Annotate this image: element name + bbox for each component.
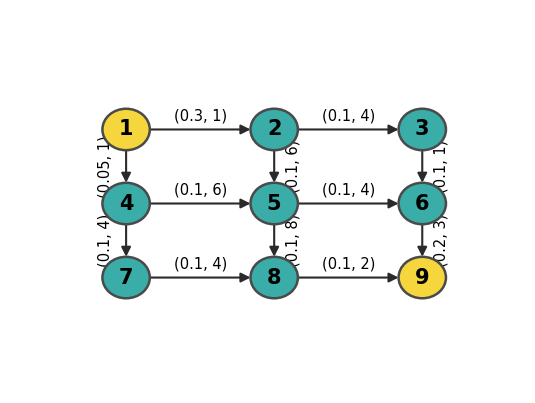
Text: 6: 6 bbox=[415, 193, 430, 214]
Text: (0.2, 3): (0.2, 3) bbox=[433, 214, 448, 267]
Text: (0.1, 4): (0.1, 4) bbox=[98, 214, 113, 267]
Text: (0.1, 6): (0.1, 6) bbox=[173, 183, 227, 198]
Text: (0.1, 8): (0.1, 8) bbox=[285, 214, 300, 267]
Ellipse shape bbox=[102, 257, 150, 298]
Ellipse shape bbox=[102, 183, 150, 224]
Text: (0.1, 6): (0.1, 6) bbox=[285, 140, 300, 193]
Text: 8: 8 bbox=[267, 268, 281, 288]
Ellipse shape bbox=[399, 109, 446, 150]
Ellipse shape bbox=[250, 183, 298, 224]
Text: 3: 3 bbox=[415, 119, 430, 139]
Text: 5: 5 bbox=[267, 193, 281, 214]
Text: 4: 4 bbox=[119, 193, 133, 214]
Ellipse shape bbox=[250, 109, 298, 150]
Text: (0.1, 1): (0.1, 1) bbox=[433, 140, 448, 193]
Text: 7: 7 bbox=[119, 268, 133, 288]
Text: (0.1, 2): (0.1, 2) bbox=[322, 257, 375, 272]
Text: 2: 2 bbox=[267, 119, 281, 139]
Text: (0.05, 1): (0.05, 1) bbox=[98, 135, 113, 198]
Text: (0.1, 4): (0.1, 4) bbox=[322, 183, 375, 198]
Ellipse shape bbox=[399, 183, 446, 224]
Ellipse shape bbox=[250, 257, 298, 298]
Text: 1: 1 bbox=[119, 119, 133, 139]
Ellipse shape bbox=[399, 257, 446, 298]
Text: 9: 9 bbox=[415, 268, 430, 288]
Text: (0.1, 4): (0.1, 4) bbox=[322, 109, 375, 124]
Text: (0.3, 1): (0.3, 1) bbox=[173, 109, 227, 124]
Text: (0.1, 4): (0.1, 4) bbox=[173, 257, 227, 272]
Ellipse shape bbox=[102, 109, 150, 150]
